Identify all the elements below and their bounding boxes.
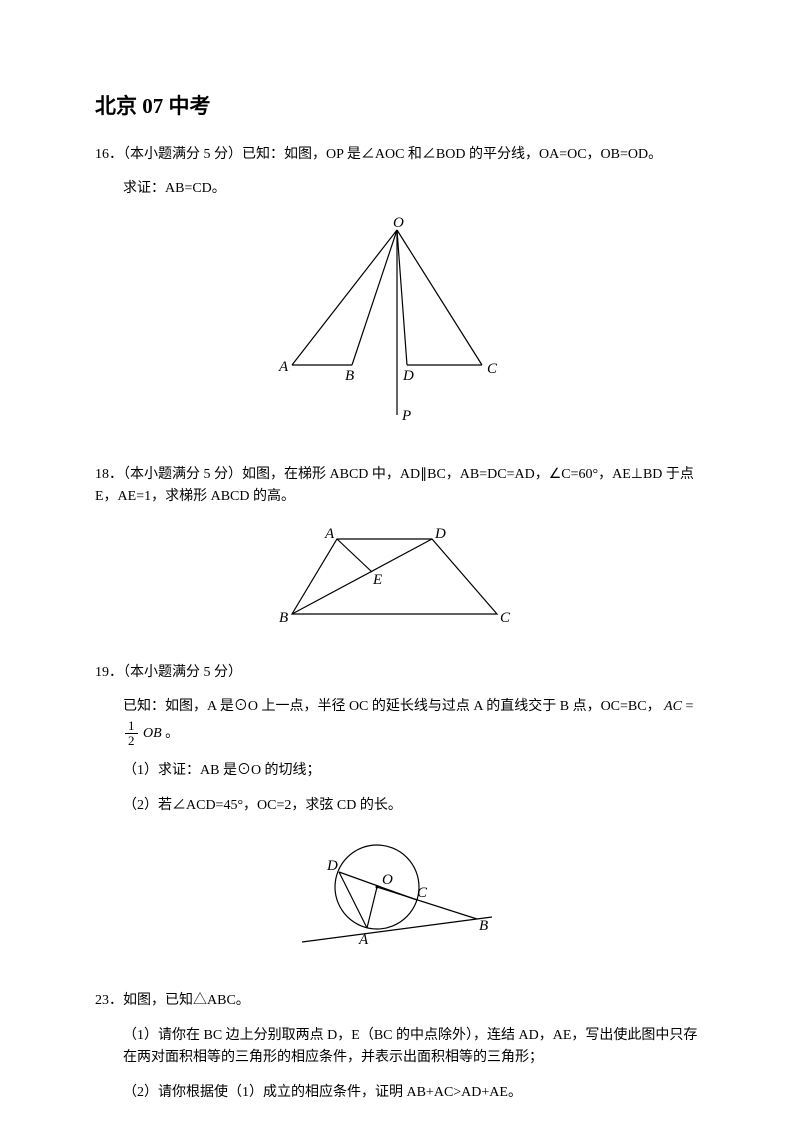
p16-text1: （本小题满分 5 分）已知：如图，OP 是∠AOC 和∠BOD 的平分线，OA=… (123, 147, 662, 162)
p23-text1: 如图，已知△ABC。 (123, 993, 250, 1008)
p19-eq: = (685, 699, 693, 714)
p23-number: 23． (95, 993, 123, 1008)
fig19-label-B: B (479, 918, 488, 934)
p23-line2: （1）请你在 BC 边上分别取两点 D，E（BC 的中点除外），连结 AD，AE… (95, 1025, 698, 1070)
fig16-label-O: O (393, 215, 404, 231)
p23-line3: （2）请你根据使（1）成立的相应条件，证明 AB+AC>AD+AE。 (95, 1082, 698, 1104)
p18-number: 18． (95, 467, 123, 482)
p19-line2: 已知：如图，A 是⊙O 上一点，半径 OC 的延长线与过点 A 的直线交于 B … (95, 696, 698, 748)
page-title: 北京 07 中考 (95, 90, 698, 124)
p18-line1: 18．（本小题满分 5 分）如图，在梯形 ABCD 中，AD∥BC，AB=DC=… (95, 464, 698, 509)
problem-19: 19．（本小题满分 5 分） 已知：如图，A 是⊙O 上一点，半径 OC 的延长… (95, 662, 698, 817)
fig16-label-C: C (487, 361, 498, 377)
p19-line4: （2）若∠ACD=45°，OC=2，求弦 CD 的长。 (95, 795, 698, 817)
p19-line3: （1）求证：AB 是⊙O 的切线； (95, 760, 698, 782)
fig19-label-D: D (326, 858, 338, 874)
problem-16: 16．（本小题满分 5 分）已知：如图，OP 是∠AOC 和∠BOD 的平分线，… (95, 144, 698, 201)
fig18-label-C: C (500, 610, 511, 626)
fig16-label-B: B (345, 368, 354, 384)
p16-line2: 求证：AB=CD。 (95, 178, 698, 200)
fig16-label-P: P (401, 408, 411, 424)
p19-ob: OB (143, 726, 162, 741)
figure-18: A D B C E (95, 524, 698, 642)
p19-text2a: 已知：如图，A 是⊙O 上一点，半径 OC 的延长线与过点 A 的直线交于 B … (123, 699, 661, 714)
figure-16: O A B D C P (95, 215, 698, 443)
fig16-label-D: D (402, 368, 414, 384)
figure-19: O D C B A (95, 832, 698, 970)
p19-line1: 19．（本小题满分 5 分） (95, 662, 698, 684)
p18-text1: （本小题满分 5 分）如图，在梯形 ABCD 中，AD∥BC，AB=DC=AD，… (95, 467, 694, 504)
p23-line1: 23．如图，已知△ABC。 (95, 990, 698, 1012)
problem-18: 18．（本小题满分 5 分）如图，在梯形 ABCD 中，AD∥BC，AB=DC=… (95, 464, 698, 509)
frac-den: 2 (125, 734, 138, 748)
p19-ac: AC (664, 699, 682, 714)
p16-line1: 16．（本小题满分 5 分）已知：如图，OP 是∠AOC 和∠BOD 的平分线，… (95, 144, 698, 166)
fig18-label-B: B (279, 610, 288, 626)
p19-period: 。 (162, 726, 180, 741)
fig18-label-E: E (372, 572, 382, 588)
p16-number: 16． (95, 147, 123, 162)
fig16-label-A: A (278, 359, 289, 375)
fig19-label-A: A (358, 932, 369, 948)
p19-number: 19． (95, 665, 123, 680)
p19-text1: （本小题满分 5 分） (123, 665, 242, 680)
fig19-label-O: O (382, 872, 393, 888)
fraction-half: 12 (125, 719, 138, 749)
fig19-label-C: C (417, 885, 428, 901)
problem-23: 23．如图，已知△ABC。 （1）请你在 BC 边上分别取两点 D，E（BC 的… (95, 990, 698, 1104)
fig18-label-A: A (324, 526, 335, 542)
fig18-label-D: D (434, 526, 446, 542)
frac-num: 1 (125, 719, 138, 734)
